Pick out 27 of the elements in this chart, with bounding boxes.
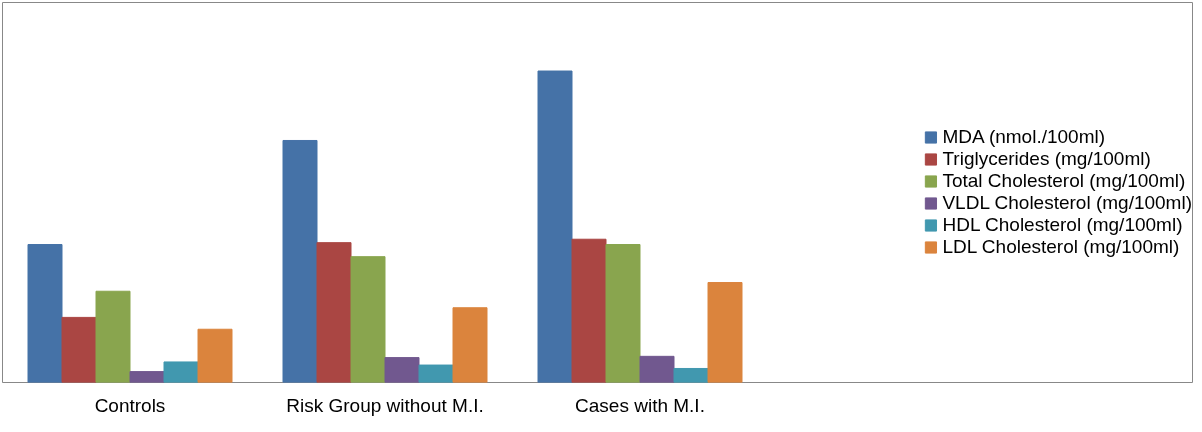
bar [418,364,454,383]
legend-label: HDL Cholesterol (mg/100ml) [942,214,1183,236]
bar [61,316,97,383]
bar [537,70,573,383]
bar [350,256,386,383]
bar [27,244,63,383]
bar [163,361,199,383]
bar [673,367,709,383]
bar [197,328,233,383]
bar [452,307,488,383]
legend-label: Triglycerides (mg/100ml) [942,148,1151,170]
legend-label: MDA (nmol./100ml) [942,126,1106,148]
bar [571,238,607,383]
x-tick-label: Cases with M.I. [575,394,705,416]
bar [707,282,743,383]
legend-label: Total Cholesterol (mg/100ml) [942,170,1186,192]
legend-label: LDL Cholesterol (mg/100ml) [942,236,1180,258]
bar [384,357,420,383]
bar [639,355,675,383]
bar [316,242,352,383]
bar [605,244,641,383]
bar [129,371,165,383]
x-tick-label: Controls [94,394,166,416]
bar [95,290,131,383]
x-tick-label: Risk Group without M.I. [286,394,484,416]
legend-label: VLDL Cholesterol (mg/100ml) [942,192,1192,214]
bar [282,139,318,383]
